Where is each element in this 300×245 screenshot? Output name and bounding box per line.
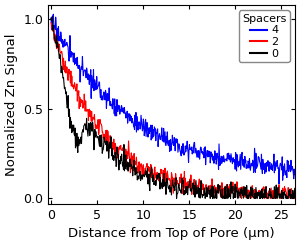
0 bbox=[51, 15, 54, 18]
2 bbox=[49, 21, 53, 24]
4 bbox=[205, 149, 209, 152]
4 bbox=[236, 156, 239, 159]
Y-axis label: Normalized Zn Signal: Normalized Zn Signal bbox=[5, 33, 18, 175]
Line: 2: 2 bbox=[51, 23, 295, 198]
4 bbox=[277, 183, 281, 185]
2 bbox=[155, 171, 159, 174]
4 bbox=[293, 169, 297, 172]
4 bbox=[156, 127, 159, 130]
0 bbox=[175, 197, 178, 200]
2 bbox=[93, 113, 96, 116]
2 bbox=[235, 180, 239, 183]
4 bbox=[52, 13, 55, 16]
2 bbox=[100, 123, 103, 126]
4 bbox=[100, 97, 103, 100]
0 bbox=[156, 177, 159, 180]
0 bbox=[236, 197, 240, 200]
0 bbox=[282, 197, 285, 200]
0 bbox=[49, 17, 53, 20]
4 bbox=[282, 173, 285, 176]
2 bbox=[293, 186, 297, 189]
0 bbox=[93, 128, 97, 131]
4 bbox=[49, 16, 53, 19]
2 bbox=[240, 197, 243, 200]
2 bbox=[281, 189, 285, 192]
X-axis label: Distance from Top of Pore (μm): Distance from Top of Pore (μm) bbox=[68, 227, 275, 240]
0 bbox=[100, 137, 103, 140]
4 bbox=[93, 78, 97, 81]
2 bbox=[205, 189, 208, 192]
Line: 4: 4 bbox=[51, 14, 295, 184]
0 bbox=[293, 196, 297, 199]
Legend: 4, 2, 0: 4, 2, 0 bbox=[238, 11, 290, 62]
0 bbox=[206, 188, 209, 191]
Line: 0: 0 bbox=[51, 17, 295, 198]
